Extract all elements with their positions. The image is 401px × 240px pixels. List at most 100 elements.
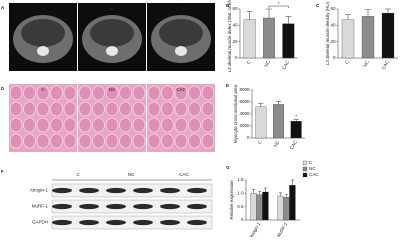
x-tick-label: MuRF-1: [276, 221, 289, 237]
ct-spine: [175, 46, 187, 56]
legend-swatch: [302, 160, 308, 166]
myocyte: [36, 101, 50, 117]
image-label: C: [41, 87, 45, 92]
bar: [283, 197, 290, 221]
y-tick-label: 60: [330, 6, 336, 11]
myocyte: [119, 85, 132, 101]
myocyte: [23, 85, 36, 101]
panel-letter: E: [226, 83, 229, 88]
x-tick-label: C: [246, 59, 252, 65]
blot-band: [52, 219, 72, 226]
panel-letter: F: [1, 169, 4, 174]
y-axis-label: L3 skeletal muscle index (SMI, cm²/m²): [227, 0, 232, 72]
myocyte: [78, 101, 92, 117]
blot-band: [160, 187, 180, 194]
x-tick-label: NC: [273, 139, 281, 148]
x-tick-label: C: [257, 139, 263, 145]
myocyte: [161, 85, 174, 101]
bar: [277, 195, 284, 221]
x-tick-label: CAC: [281, 59, 290, 70]
blot-band: [79, 219, 99, 226]
blot-band: [187, 187, 207, 194]
myocyte: [63, 133, 77, 149]
myocyte: [50, 85, 63, 101]
myocyte: [50, 133, 63, 149]
myocyte: [201, 133, 215, 149]
blot-band: [52, 187, 72, 194]
myocyte: [161, 133, 174, 149]
myocyte: [63, 101, 77, 117]
y-tick-label: 2000: [239, 123, 250, 128]
x-tick-label: NC: [362, 59, 370, 68]
legend-swatch: [302, 172, 308, 178]
myocyte: [78, 117, 92, 133]
y-tick-label: 20: [330, 39, 336, 44]
y-tick-label: 40: [232, 23, 238, 28]
x-tick-label: CAC: [289, 139, 298, 150]
blot-band: [52, 203, 72, 210]
x-tick-label: CAC: [381, 59, 390, 70]
image-label: NC: [109, 6, 116, 11]
myocyte: [174, 101, 188, 117]
bar: [255, 106, 267, 139]
myocyte: [36, 85, 50, 101]
bar: [262, 191, 269, 221]
myocyte: [147, 117, 161, 133]
bar: [256, 194, 263, 221]
myocyte: [78, 133, 92, 149]
x-tick-label: Atrogin-1: [248, 221, 262, 237]
bar: [341, 19, 355, 59]
myocyte: [161, 117, 174, 133]
myocyte: [188, 101, 201, 117]
myocyte: [201, 101, 215, 117]
ct-abdomen: [159, 19, 203, 47]
legend-label: CAC: [309, 172, 319, 177]
y-tick-label: 0: [241, 217, 244, 222]
image-label: CAC: [176, 6, 186, 11]
myocyte: [161, 101, 174, 117]
myocyte: [23, 101, 36, 117]
myocyte: [188, 85, 201, 101]
myocyte: [132, 85, 146, 101]
myocyte: [92, 133, 105, 149]
lane-label: CAC: [179, 172, 189, 177]
y-tick-label: 8000: [239, 87, 250, 92]
bar: [290, 121, 302, 139]
y-tick-label: 1.0: [237, 191, 244, 196]
myocyte: [201, 85, 215, 101]
y-tick-label: 20: [232, 39, 238, 44]
y-tick-label: 0: [247, 135, 250, 140]
legend-label: NC: [309, 166, 316, 171]
x-tick-label: C: [344, 59, 350, 65]
blot-band: [160, 219, 180, 226]
blot-band: [79, 187, 99, 194]
protein-label: GAPDH: [32, 220, 48, 225]
blot-band: [106, 187, 126, 194]
image-label: CAC: [176, 87, 186, 92]
lane-label: C: [76, 172, 80, 177]
myocyte: [147, 85, 161, 101]
panel-letter: C: [316, 3, 320, 8]
myocyte: [174, 133, 188, 149]
myocyte: [105, 133, 119, 149]
myocyte: [132, 117, 146, 133]
panel-letter: B: [226, 3, 230, 8]
blot-band: [187, 219, 207, 226]
bar: [250, 193, 257, 221]
blot-band: [79, 203, 99, 210]
myocyte: [188, 133, 201, 149]
myocyte: [201, 117, 215, 133]
myocyte: [119, 133, 132, 149]
ct-abdomen: [21, 19, 65, 47]
protein-label: Atrogin-1: [30, 188, 49, 193]
myocyte: [119, 117, 132, 133]
blot-band: [133, 219, 153, 226]
lane-label: NC: [128, 172, 135, 177]
bar: [282, 23, 295, 59]
myocyte: [132, 133, 146, 149]
significance-bracket: [268, 5, 289, 8]
bar: [289, 185, 296, 221]
blot-band: [106, 203, 126, 210]
protein-label: MuRF-1: [32, 204, 49, 209]
